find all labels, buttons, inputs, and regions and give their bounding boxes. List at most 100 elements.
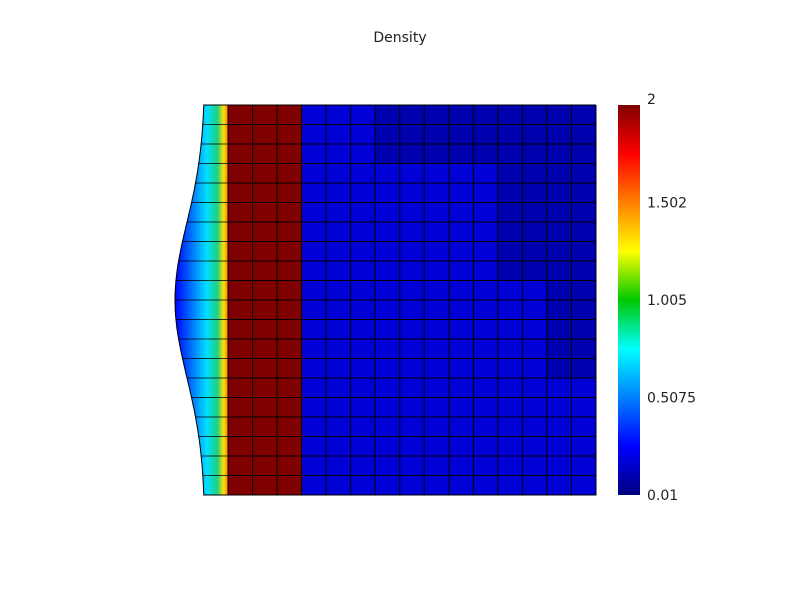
mesh-cell [424,456,450,476]
mesh-cell [522,105,548,125]
mesh-cell [350,280,376,301]
mesh-cell [424,124,450,145]
mesh-cell [228,241,254,262]
mesh-cell [497,163,523,184]
mesh-cell [424,163,450,184]
mesh-cell [571,300,597,320]
mesh-cell [473,417,499,437]
mesh-cell [301,202,327,223]
mesh-cell [252,241,278,262]
mesh-cell [326,124,352,145]
mesh-cell [228,202,254,223]
mesh-cell [399,300,425,320]
mesh-cell [571,183,597,203]
mesh-cell [277,144,303,164]
mesh-cell [301,475,327,496]
mesh-cell [375,417,401,437]
mesh-cell [497,417,523,437]
mesh-cell [301,183,327,203]
mesh-cell [375,105,401,125]
mesh-cell [252,124,278,145]
mesh-cell [350,183,376,203]
mesh-cell [424,378,450,398]
mesh-cell [228,261,254,281]
mesh-cell [277,222,303,242]
mesh-cell [399,339,425,359]
mesh-cell [252,280,278,301]
mesh-cell [252,436,278,457]
mesh-cell [301,280,327,301]
mesh-cell [448,241,474,262]
colorbar-tick-label: 1.005 [647,293,687,309]
mesh-cell [399,222,425,242]
mesh-cell [277,339,303,359]
mesh-cell [571,222,597,242]
mesh-cell [522,417,548,437]
mesh-cell [546,163,572,184]
mesh-cell [301,417,327,437]
mesh-cell [473,202,499,223]
mesh-cell [473,144,499,164]
mesh-cell [252,397,278,418]
mesh-cell [497,105,523,125]
mesh-cell [424,144,450,164]
mesh-cell [399,417,425,437]
mesh-cell [448,183,474,203]
mesh-cell [252,339,278,359]
mesh-cell [448,202,474,223]
mesh-cell [497,261,523,281]
mesh-cell [350,163,376,184]
mesh-cell [228,339,254,359]
mesh-cell [301,124,327,145]
mesh-cell [522,436,548,457]
mesh-cell [277,319,303,340]
mesh-cell [277,397,303,418]
mesh-cell [228,378,254,398]
colorbar [618,105,640,495]
colorbar-tick-label: 2 [647,92,656,108]
mesh-cell [375,280,401,301]
mesh-cell [228,183,254,203]
mesh-cell [571,280,597,301]
mesh-cell [350,241,376,262]
mesh-cell [448,436,474,457]
mesh-cell [228,124,254,145]
mesh-cell [546,222,572,242]
mesh-cell [326,202,352,223]
mesh-cell [228,222,254,242]
mesh-cell [326,358,352,379]
mesh-cell [571,397,597,418]
mesh-cell [399,202,425,223]
mesh-cell [571,124,597,145]
mesh-cell [571,105,597,125]
mesh-cell [301,163,327,184]
colorbar-tick-label: 1.502 [647,196,687,212]
mesh-cell [399,378,425,398]
mesh-cell [228,397,254,418]
mesh-cell [399,241,425,262]
mesh-cell [473,183,499,203]
mesh-cell [522,300,548,320]
mesh-cell [277,475,303,496]
mesh-cell [399,436,425,457]
mesh-cell [399,163,425,184]
mesh-cell [546,241,572,262]
mesh-cell [228,105,254,125]
mesh-cell [252,105,278,125]
mesh-cell [473,163,499,184]
chart-title: Density [373,30,426,46]
mesh-cell [350,358,376,379]
mesh-cell [375,202,401,223]
mesh-cell [522,241,548,262]
mesh-cell [448,378,474,398]
mesh-cell [375,222,401,242]
mesh-cell [350,202,376,223]
mesh-cell [228,475,254,496]
mesh-cell [522,261,548,281]
mesh-cell [546,475,572,496]
mesh-cell [375,124,401,145]
mesh-cell [522,339,548,359]
mesh-cell [326,436,352,457]
mesh-cell [350,397,376,418]
